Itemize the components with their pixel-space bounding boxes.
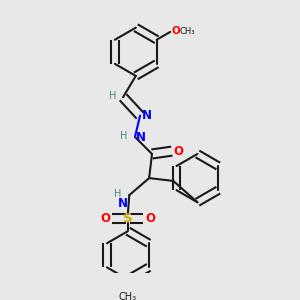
Text: O: O <box>173 145 183 158</box>
Text: N: N <box>118 197 128 210</box>
Text: O: O <box>100 212 110 225</box>
Text: H: H <box>114 189 121 199</box>
Text: S: S <box>123 212 133 225</box>
Text: H: H <box>120 130 127 140</box>
Text: N: N <box>142 109 152 122</box>
Text: CH₃: CH₃ <box>180 27 195 36</box>
Text: H: H <box>109 91 116 101</box>
Text: O: O <box>171 26 180 36</box>
Text: CH₃: CH₃ <box>119 292 137 300</box>
Text: N: N <box>136 131 146 144</box>
Text: O: O <box>145 212 155 225</box>
